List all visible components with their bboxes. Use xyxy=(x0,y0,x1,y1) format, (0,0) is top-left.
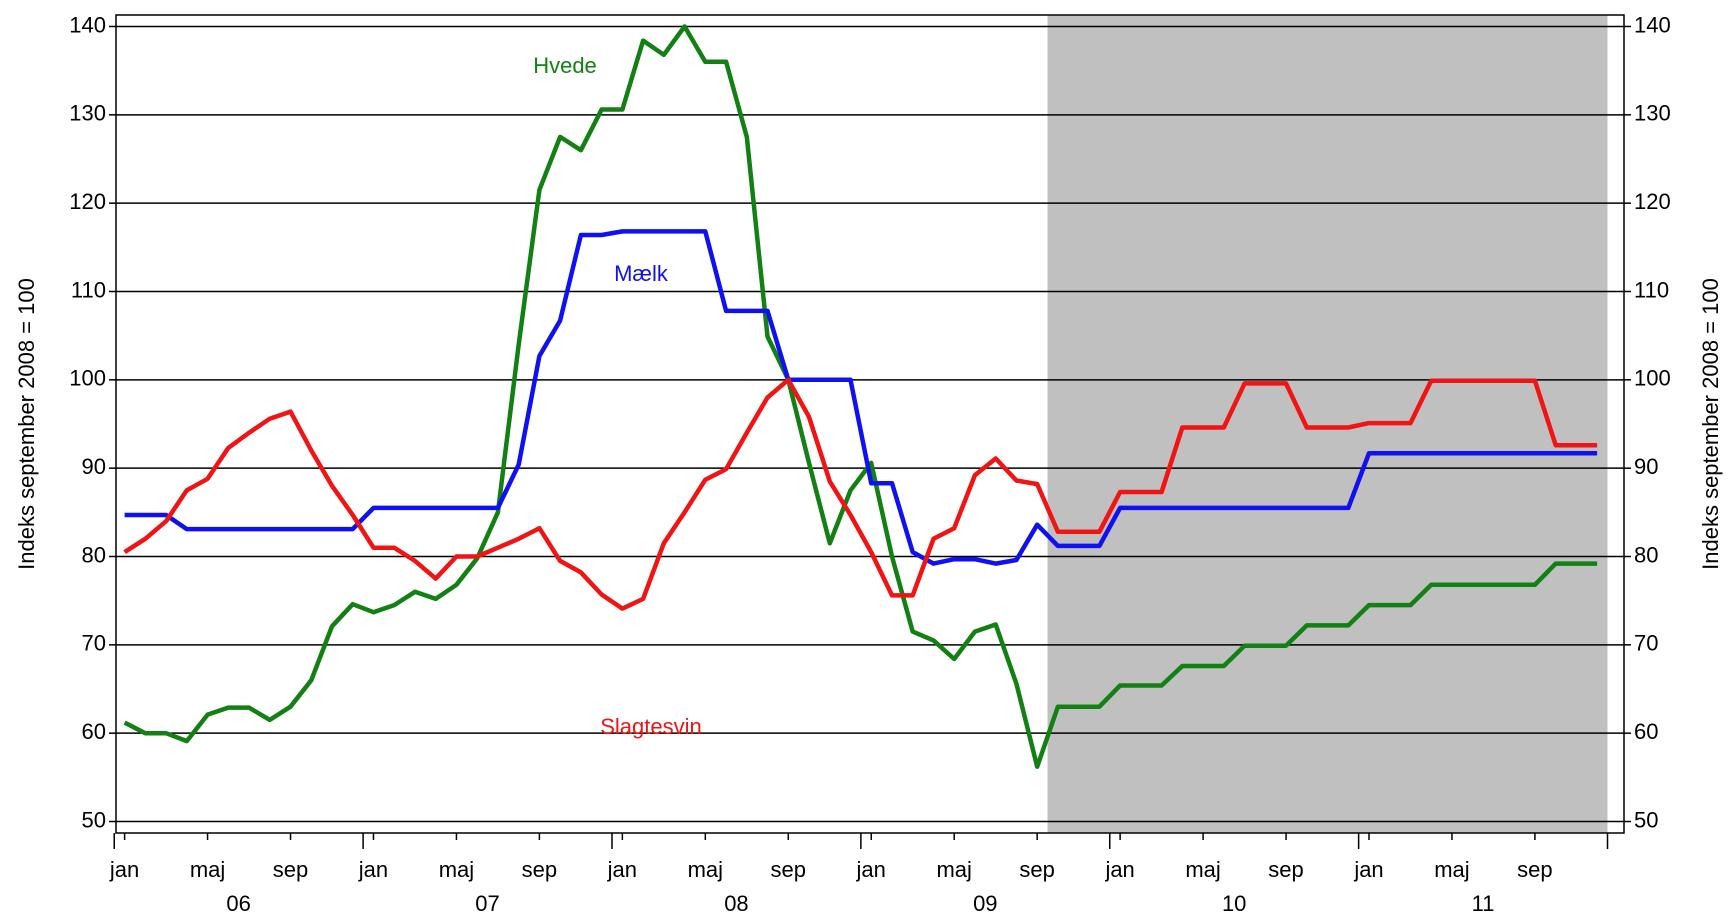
y2-tick-label: 140 xyxy=(1634,12,1671,37)
x-tick-label: sep xyxy=(1517,857,1552,882)
y2-tick-label: 100 xyxy=(1634,366,1671,391)
y-tick-label: 50 xyxy=(82,807,106,832)
x-tick-label: maj xyxy=(439,857,474,882)
y-tick-label: 130 xyxy=(69,101,106,126)
x-tick-label: jan xyxy=(607,857,637,882)
x-tick-label: maj xyxy=(1434,857,1469,882)
y-tick-label: 60 xyxy=(82,719,106,744)
x-tick-label: sep xyxy=(273,857,308,882)
x-tick-label: jan xyxy=(856,857,886,882)
y-tick-label: 80 xyxy=(82,542,106,567)
y2-tick-label: 120 xyxy=(1634,189,1671,214)
x-tick-label: maj xyxy=(936,857,971,882)
series-label: Mælk xyxy=(614,261,669,286)
shaded-region xyxy=(1047,15,1608,833)
year-label: 08 xyxy=(724,891,748,916)
y2-tick-label: 80 xyxy=(1634,542,1658,567)
series-label: Hvede xyxy=(533,53,597,78)
x-tick-label: jan xyxy=(109,857,139,882)
plot-frame xyxy=(115,14,1625,834)
y2-tick-label: 50 xyxy=(1634,807,1658,832)
year-label: 07 xyxy=(475,891,499,916)
series-line xyxy=(123,377,1598,611)
y2-tick-label: 70 xyxy=(1634,631,1658,656)
x-tick-label: jan xyxy=(358,857,388,882)
x-tick-label: sep xyxy=(771,857,806,882)
y-tick-label: 90 xyxy=(82,454,106,479)
series-line xyxy=(123,24,1598,769)
y-tick-label: 110 xyxy=(71,277,106,302)
y2-tick-label: 60 xyxy=(1634,719,1658,744)
x-tick-label: sep xyxy=(1268,857,1303,882)
year-label: 11 xyxy=(1472,891,1495,916)
y-tick-label: 140 xyxy=(69,12,106,37)
x-tick-label: maj xyxy=(688,857,723,882)
x-tick-label: maj xyxy=(190,857,225,882)
series-line xyxy=(124,229,1598,566)
x-tick-label: sep xyxy=(522,857,557,882)
y-tick-label: 100 xyxy=(69,366,106,391)
y2-tick-label: 130 xyxy=(1634,101,1671,126)
x-tick-label: sep xyxy=(1019,857,1054,882)
y2-tick-label: 110 xyxy=(1634,277,1669,302)
x-tick-label: maj xyxy=(1185,857,1220,882)
x-tick-label: jan xyxy=(1353,857,1383,882)
year-label: 10 xyxy=(1222,891,1246,916)
y2-axis-label: Indeks september 2008 = 100 xyxy=(1698,278,1723,570)
y-axis-label: Indeks september 2008 = 100 xyxy=(14,278,39,570)
series-label: Slagtesvin xyxy=(600,714,702,739)
year-label: 09 xyxy=(973,891,997,916)
y-tick-label: 120 xyxy=(69,189,106,214)
year-label: 06 xyxy=(226,891,250,916)
y2-tick-label: 90 xyxy=(1634,454,1658,479)
y-tick-label: 70 xyxy=(82,631,106,656)
x-tick-label: jan xyxy=(1104,857,1134,882)
